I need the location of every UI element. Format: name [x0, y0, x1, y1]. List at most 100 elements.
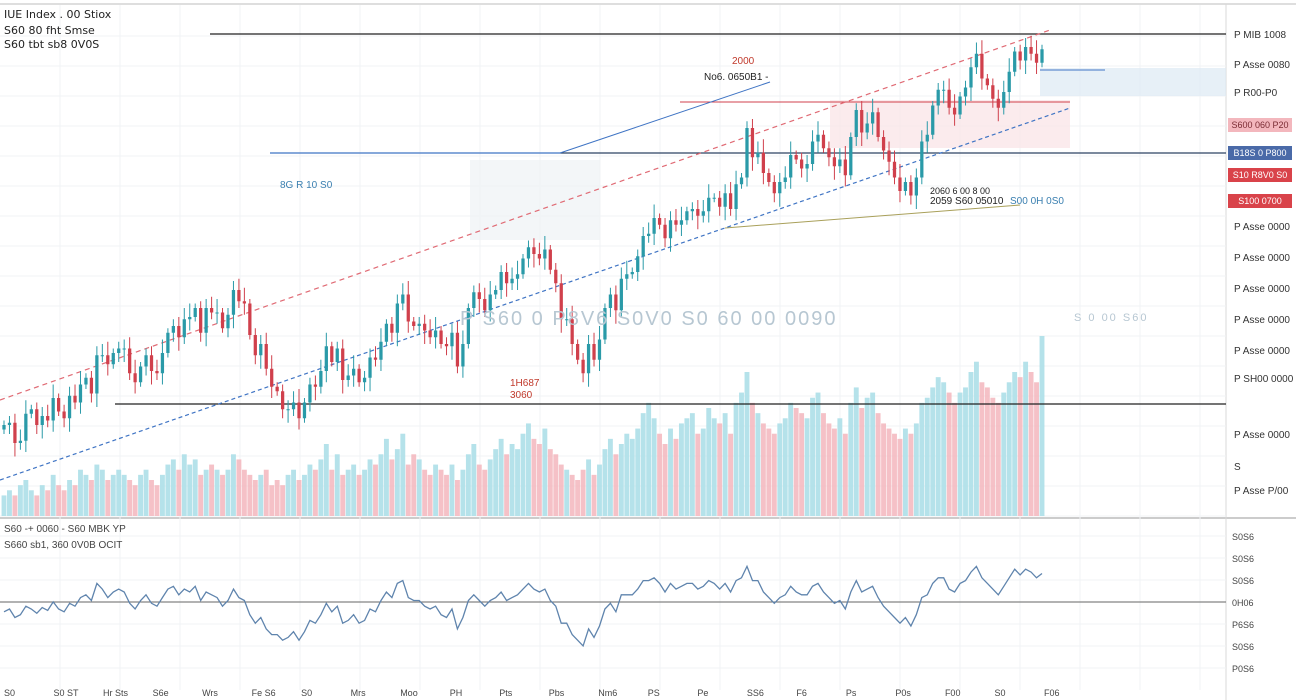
candle-body	[821, 134, 826, 149]
time-axis-tick: S6e	[152, 688, 169, 698]
candle-body	[679, 220, 684, 225]
volume-bar	[170, 459, 176, 516]
volume-bar	[651, 418, 657, 516]
volume-bar	[504, 454, 510, 516]
candle-body	[122, 348, 126, 350]
volume-bar	[345, 469, 351, 516]
candle-body	[985, 78, 989, 86]
volume-bar	[782, 418, 788, 516]
price-axis-tick: P Asse 0000	[1234, 253, 1290, 264]
volume-bar	[307, 464, 313, 516]
volume-bar	[586, 459, 592, 516]
volume-bar	[181, 454, 187, 516]
volume-bar	[269, 485, 275, 516]
volume-bar	[515, 449, 520, 516]
price-axis-tick: P SH00 0000	[1234, 374, 1294, 385]
candle-body	[597, 339, 602, 360]
candle-body	[712, 197, 716, 199]
time-axis-tick: S0	[994, 688, 1006, 698]
volume-bar	[815, 392, 821, 516]
volume-bar	[657, 433, 663, 516]
volume-bar	[39, 485, 45, 516]
volume-bar	[569, 474, 575, 516]
volume-bar	[176, 469, 182, 516]
candle-body	[641, 236, 645, 257]
volume-bar	[121, 474, 127, 516]
volume-bar	[378, 454, 384, 516]
time-axis-tick: Wrs	[202, 688, 218, 698]
zone-resistance	[830, 100, 1070, 148]
candle-body	[898, 177, 902, 191]
volume-bar	[356, 474, 362, 516]
candle-body	[302, 402, 307, 419]
candle-body	[745, 128, 749, 178]
volume-bar	[1039, 336, 1045, 516]
volume-bar	[165, 464, 171, 516]
volume-bar	[323, 444, 329, 516]
time-axis-tick: P0s	[895, 688, 911, 698]
volume-bar	[367, 459, 373, 516]
candle-body	[767, 173, 771, 182]
volume-bar	[837, 418, 843, 516]
candle-body	[685, 211, 689, 221]
volume-bar	[422, 469, 428, 516]
candle-body	[133, 373, 137, 383]
volume-bar	[553, 454, 559, 516]
volume-bar	[400, 433, 406, 516]
volume-bar	[892, 433, 897, 516]
candle-body	[739, 177, 744, 185]
candle-body	[723, 193, 727, 207]
candle-body	[379, 341, 383, 360]
volume-bar	[875, 413, 881, 516]
candle-body	[947, 89, 951, 108]
candle-body	[657, 218, 662, 225]
candle-body	[406, 294, 410, 322]
peak-label: No6. 0650B1 -	[704, 72, 769, 83]
candle-body	[1029, 47, 1033, 54]
candle-body	[40, 416, 44, 425]
volume-bar	[635, 428, 641, 516]
candle-body	[942, 89, 946, 91]
candle-body	[810, 141, 815, 164]
volume-bar	[908, 433, 914, 516]
time-axis-tick: F00	[944, 688, 961, 698]
volume-bar	[946, 392, 952, 516]
time-axis-tick: Hr Sts	[103, 688, 129, 698]
volume-bar	[848, 402, 854, 516]
candle-body	[106, 355, 110, 365]
volume-bar	[78, 469, 83, 516]
volume-bar	[383, 438, 389, 516]
candle-body	[346, 375, 350, 380]
volume-bar	[930, 387, 936, 516]
volume-bar	[28, 490, 34, 516]
candle-body	[603, 308, 607, 340]
volume-bar	[700, 428, 706, 516]
volume-bar	[416, 459, 422, 516]
candle-body	[67, 395, 72, 419]
candle-body	[652, 218, 656, 234]
volume-bar	[547, 449, 553, 516]
time-axis-tick: Ps	[845, 688, 857, 698]
volume-bar	[618, 444, 624, 516]
volume-bar	[952, 402, 958, 516]
time-axis-tick: Pbs	[548, 688, 565, 698]
candle-body	[84, 377, 88, 385]
candle-body	[696, 209, 700, 216]
candle-body	[46, 416, 50, 421]
volume-bar	[285, 474, 291, 516]
candle-body	[1023, 47, 1028, 61]
candle-body	[160, 353, 165, 374]
volume-bar	[138, 474, 144, 516]
candle-body	[718, 197, 722, 207]
volume-bar	[214, 469, 220, 516]
candle-body	[494, 290, 498, 295]
candle-body	[313, 384, 318, 387]
volume-bar	[67, 480, 73, 516]
time-axis-tick: Pts	[499, 688, 513, 698]
price-axis-tick: P Asse 0000	[1234, 284, 1290, 295]
volume-bar	[1012, 372, 1018, 516]
price-tag-current: B18S 0 P800	[1228, 146, 1292, 160]
candle-body	[433, 330, 438, 338]
volume-bar	[913, 423, 919, 516]
candle-body	[931, 105, 935, 135]
